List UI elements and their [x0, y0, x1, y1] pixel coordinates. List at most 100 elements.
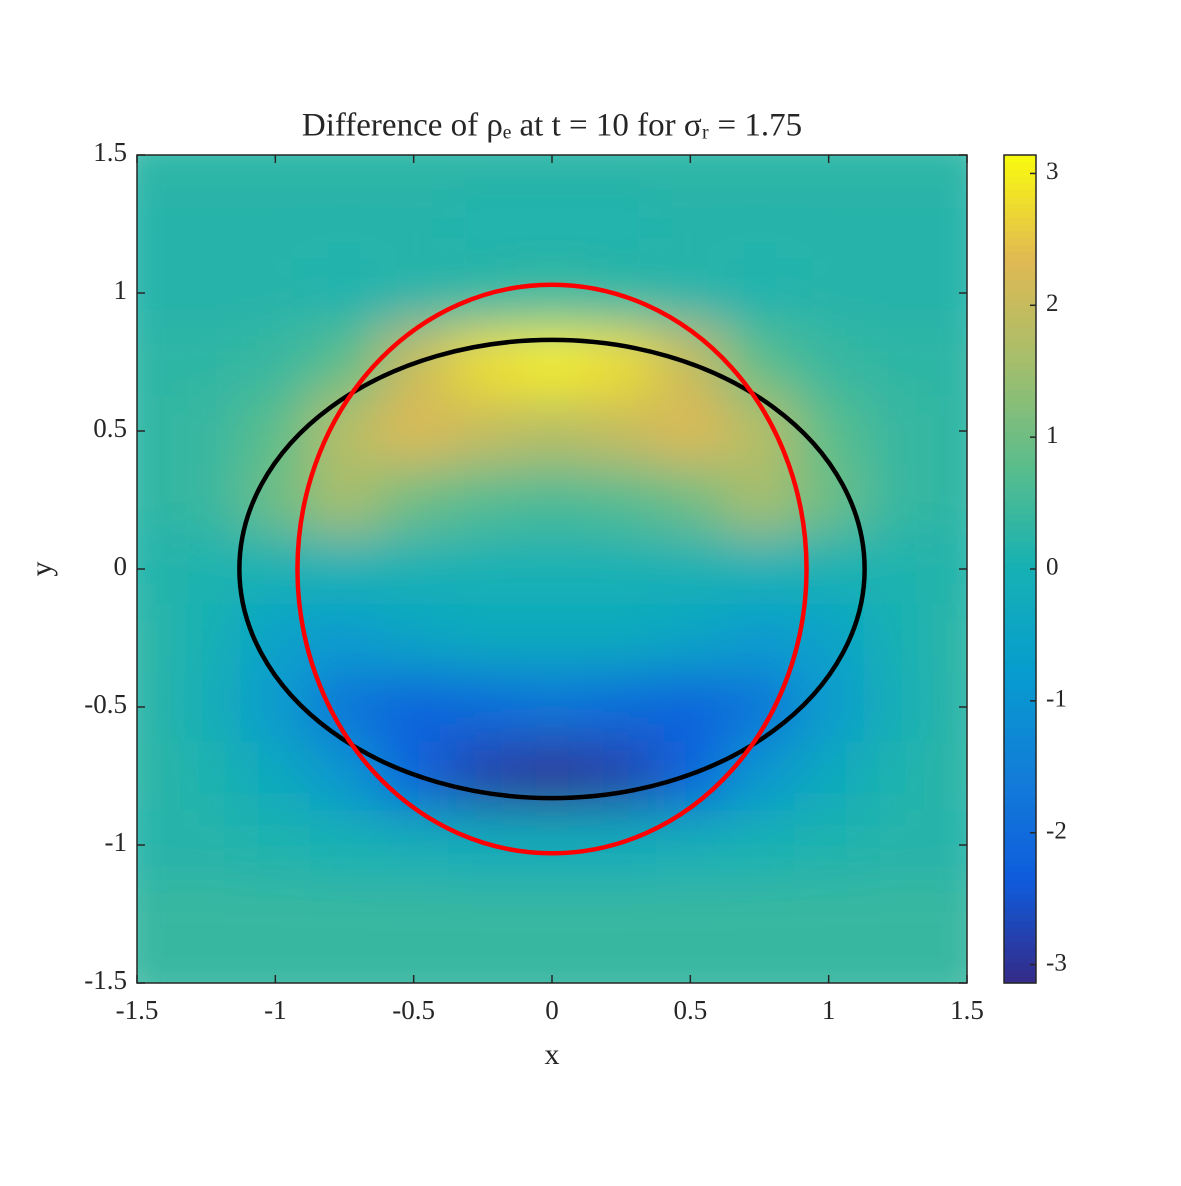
field-cell [137, 155, 173, 190]
colorbar-step [1004, 589, 1036, 598]
colorbar-step [1004, 217, 1036, 225]
field-cell [863, 741, 933, 811]
field-cell [863, 810, 933, 880]
field-cell [240, 810, 311, 880]
field-cell [794, 258, 864, 328]
field-cell [794, 810, 864, 880]
colorbar-step [1004, 479, 1036, 487]
x-tick-label: 1 [822, 995, 836, 1025]
field-cell [655, 396, 726, 466]
field-cell [448, 327, 518, 397]
y-tick-label: 0 [114, 551, 128, 581]
colorbar-step [1004, 437, 1036, 446]
y-tick-label: -1.5 [84, 965, 127, 995]
field-cell [240, 672, 311, 742]
colorbar-step [1004, 272, 1036, 280]
field-cell [379, 396, 449, 466]
colorbar-step [1004, 610, 1036, 618]
y-tick-label: 0.5 [93, 413, 127, 443]
field-cell [586, 327, 657, 397]
field-cell [171, 534, 242, 604]
field-cell [379, 534, 449, 604]
colorbar-step [1004, 624, 1036, 632]
x-tick-label: 1.5 [950, 995, 984, 1025]
field-cell [586, 155, 657, 190]
field-cell [586, 603, 657, 673]
field-cell [137, 327, 173, 397]
colorbar-step [1004, 527, 1036, 536]
field-cell [794, 741, 864, 811]
colorbar-step [1004, 362, 1036, 370]
field-cell [448, 534, 518, 604]
colorbar-step [1004, 651, 1036, 660]
colorbar-step [1004, 782, 1036, 791]
field-cell [655, 465, 726, 535]
colorbar-step [1004, 313, 1036, 322]
field-cell [240, 258, 311, 328]
colorbar-step [1004, 410, 1036, 418]
field-cell [863, 465, 933, 535]
colorbar-step [1004, 824, 1036, 832]
field-cell [448, 603, 518, 673]
field-cell [794, 327, 864, 397]
field-cell [655, 258, 726, 328]
colorbar-step [1004, 286, 1036, 294]
field-cell [448, 879, 518, 949]
colorbar-step [1004, 258, 1036, 266]
colorbar-step [1004, 948, 1036, 956]
field-cell [171, 948, 242, 983]
field-cell [379, 879, 449, 949]
field-clip [137, 155, 967, 983]
field-cell [517, 534, 588, 604]
field-cell [171, 465, 242, 535]
colorbar-step [1004, 244, 1036, 253]
colorbar-step [1004, 562, 1036, 570]
colorbar-step [1004, 927, 1036, 936]
field-cell [586, 810, 657, 880]
colorbar-step [1004, 182, 1036, 191]
colorbar-step [1004, 348, 1036, 356]
colorbar-step [1004, 631, 1036, 639]
field-cell [863, 396, 933, 466]
field-cell [379, 672, 449, 742]
colorbar-step [1004, 934, 1036, 943]
field-cell [171, 155, 242, 190]
field-cell [137, 879, 173, 949]
colorbar-tick-label: 1 [1046, 422, 1059, 449]
colorbar-step [1004, 769, 1036, 777]
curve [237, 337, 867, 801]
chart-title: Difference of ρₑ at t = 10 for σᵣ = 1.75 [302, 108, 802, 144]
colorbar-step [1004, 493, 1036, 501]
field-cell [448, 948, 518, 983]
colorbar-step [1004, 320, 1036, 329]
colorbar-step [1004, 155, 1036, 163]
field-cell [724, 327, 795, 397]
colorbar-step [1004, 941, 1036, 950]
field-cell [724, 741, 795, 811]
field-cell [171, 741, 242, 811]
colorbar-step [1004, 175, 1036, 184]
colorbar-tick-label: -3 [1046, 949, 1067, 976]
colorbar-step [1004, 582, 1036, 591]
field-cell [171, 672, 242, 742]
field-cell [240, 741, 311, 811]
colorbar-step [1004, 486, 1036, 494]
colorbar-tick-label: 3 [1046, 158, 1059, 185]
field-cell [932, 189, 967, 259]
colorbar-step [1004, 603, 1036, 611]
curves [237, 282, 867, 856]
field-cell [309, 396, 380, 466]
field-cell [379, 465, 449, 535]
field-cell [240, 879, 311, 949]
field-cell [309, 741, 380, 811]
colorbar-step [1004, 900, 1036, 908]
colorbar-step [1004, 306, 1036, 315]
field-cell [724, 465, 795, 535]
field-cell [724, 948, 795, 983]
field-cell [171, 396, 242, 466]
field-cell [655, 189, 726, 259]
field-cell [379, 189, 449, 259]
field-cell [863, 155, 933, 190]
colorbar-step [1004, 389, 1036, 398]
